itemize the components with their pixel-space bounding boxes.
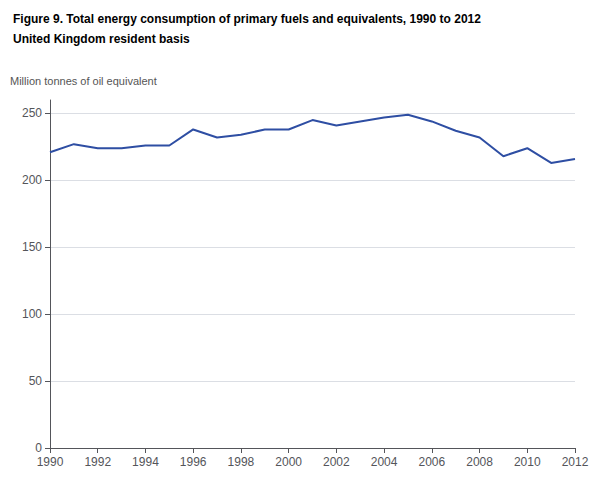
svg-text:1990: 1990 — [37, 455, 64, 469]
svg-text:50: 50 — [29, 374, 43, 388]
svg-text:Million tonnes of oil equivale: Million tonnes of oil equivalent — [10, 75, 157, 87]
svg-text:2004: 2004 — [371, 455, 398, 469]
svg-text:2010: 2010 — [514, 455, 541, 469]
svg-text:2002: 2002 — [323, 455, 350, 469]
svg-text:2000: 2000 — [275, 455, 302, 469]
svg-text:1998: 1998 — [228, 455, 255, 469]
svg-text:0: 0 — [35, 441, 42, 455]
svg-text:2012: 2012 — [562, 455, 589, 469]
svg-text:250: 250 — [22, 106, 42, 120]
svg-text:150: 150 — [22, 240, 42, 254]
svg-text:200: 200 — [22, 173, 42, 187]
svg-text:Figure 9. Total energy consump: Figure 9. Total energy consumption of pr… — [13, 12, 481, 26]
svg-text:1996: 1996 — [180, 455, 207, 469]
svg-text:2006: 2006 — [418, 455, 445, 469]
svg-text:100: 100 — [22, 307, 42, 321]
svg-text:1992: 1992 — [84, 455, 111, 469]
svg-text:United Kingdom resident basis: United Kingdom resident basis — [13, 32, 190, 46]
svg-text:2008: 2008 — [466, 455, 493, 469]
svg-text:1994: 1994 — [132, 455, 159, 469]
